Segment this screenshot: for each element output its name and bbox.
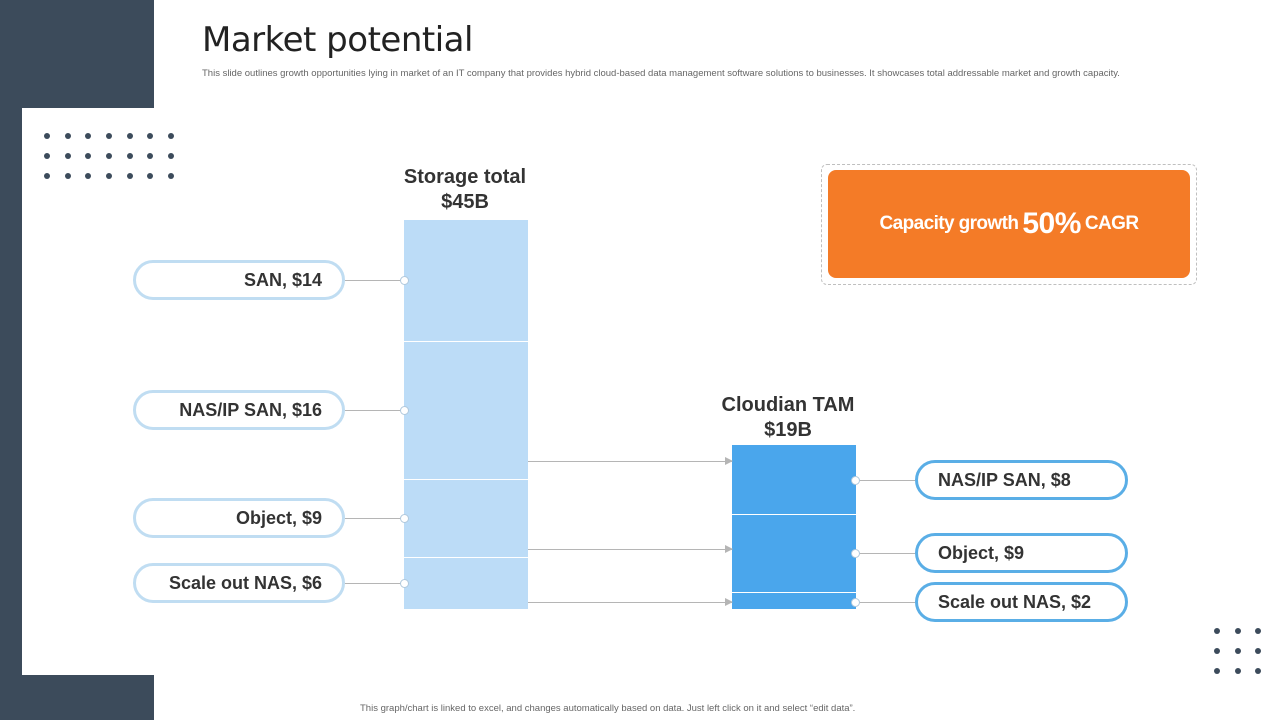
decorative-dot <box>126 153 133 159</box>
connector-node <box>851 598 860 607</box>
cloudian-bar-segment-1 <box>732 513 856 592</box>
decorative-dot <box>106 173 113 179</box>
decorative-dot <box>147 173 154 179</box>
decorative-dot <box>106 153 113 159</box>
decorative-dot <box>126 133 133 139</box>
cloudian-tam-label: Cloudian TAM $19B <box>704 393 872 443</box>
cloudian-segment-label-object: Object, $9 <box>915 533 1128 573</box>
decorative-dot <box>85 173 92 179</box>
page-subtitle: This slide outlines growth opportunities… <box>202 68 1120 79</box>
connector-line <box>345 410 405 411</box>
decorative-dot <box>168 173 175 179</box>
decorative-dot <box>44 173 50 179</box>
storage-total-label-line1: Storage total <box>403 166 527 188</box>
connector-node <box>400 406 409 415</box>
decorative-dot <box>1234 628 1241 634</box>
dot-pattern-bottom-right <box>1214 628 1261 674</box>
cloudian-bar-segment-0 <box>732 444 856 514</box>
connector-node <box>400 276 409 285</box>
storage-bar-segment-2 <box>404 479 528 558</box>
decorative-dot <box>64 173 71 179</box>
decorative-dot <box>44 153 50 159</box>
connector-line <box>345 518 405 519</box>
storage-bar-segment-1 <box>404 341 528 480</box>
cagr-callout-frame <box>821 164 1197 285</box>
decorative-dot <box>1255 648 1261 654</box>
decorative-dot <box>126 173 133 179</box>
decorative-dot <box>106 133 113 139</box>
decorative-dot <box>1255 668 1261 674</box>
decorative-dot <box>85 153 92 159</box>
connector-line <box>856 602 915 603</box>
flow-arrow <box>528 457 733 465</box>
cagr-value: 50% <box>1022 207 1081 240</box>
decorative-dot <box>168 153 175 159</box>
decorative-dot <box>1234 668 1241 674</box>
page-title: Market potential <box>202 20 473 60</box>
storage-total-label: Storage total $45B <box>384 165 546 215</box>
footer-note: This graph/chart is linked to excel, and… <box>360 703 856 714</box>
decorative-dot <box>147 133 154 139</box>
flow-arrow <box>528 598 733 606</box>
connector-node <box>851 549 860 558</box>
connector-node <box>400 514 409 523</box>
storage-bar-segment-3 <box>404 557 528 609</box>
cloudian-segment-label-scale-out-nas: Scale out NAS, $2 <box>915 582 1128 622</box>
connector-node <box>400 579 409 588</box>
decorative-dot <box>147 153 154 159</box>
storage-segment-label-san: SAN, $14 <box>133 260 345 300</box>
storage-segment-label-nas-ip-san: NAS/IP SAN, $16 <box>133 390 345 430</box>
decorative-dot <box>44 133 50 139</box>
storage-segment-label-object: Object, $9 <box>133 498 345 538</box>
cloudian-tam-label-line1: Cloudian TAM <box>721 394 855 416</box>
decorative-dot <box>64 133 71 139</box>
decorative-dot <box>1214 648 1220 654</box>
connector-line <box>856 553 915 554</box>
connector-line <box>345 583 405 584</box>
decorative-dot <box>1255 628 1261 634</box>
storage-total-label-line2: $45B <box>441 191 489 213</box>
decorative-dot <box>64 153 71 159</box>
decorative-dot <box>1214 628 1220 634</box>
decorative-dot <box>1214 668 1220 674</box>
cloudian-bar-segment-2 <box>732 591 856 609</box>
connector-line <box>345 280 405 281</box>
connector-node <box>851 476 860 485</box>
cloudian-tam-label-line2: $19B <box>764 419 812 441</box>
dot-pattern-top-left <box>44 133 175 179</box>
cloudian-segment-label-nas-ip-san: NAS/IP SAN, $8 <box>915 460 1128 500</box>
flow-arrow <box>528 545 733 553</box>
decorative-dot <box>168 133 175 139</box>
cagr-prefix: Capacity growth <box>879 213 1019 234</box>
connector-line <box>856 480 915 481</box>
decorative-dot <box>1234 648 1241 654</box>
decorative-dot <box>85 133 92 139</box>
storage-segment-label-scale-out-nas: Scale out NAS, $6 <box>133 563 345 603</box>
cagr-callout: Capacity growth 50% CAGR <box>828 170 1190 278</box>
storage-bar-segment-0 <box>404 220 528 342</box>
cagr-suffix: CAGR <box>1084 213 1139 234</box>
